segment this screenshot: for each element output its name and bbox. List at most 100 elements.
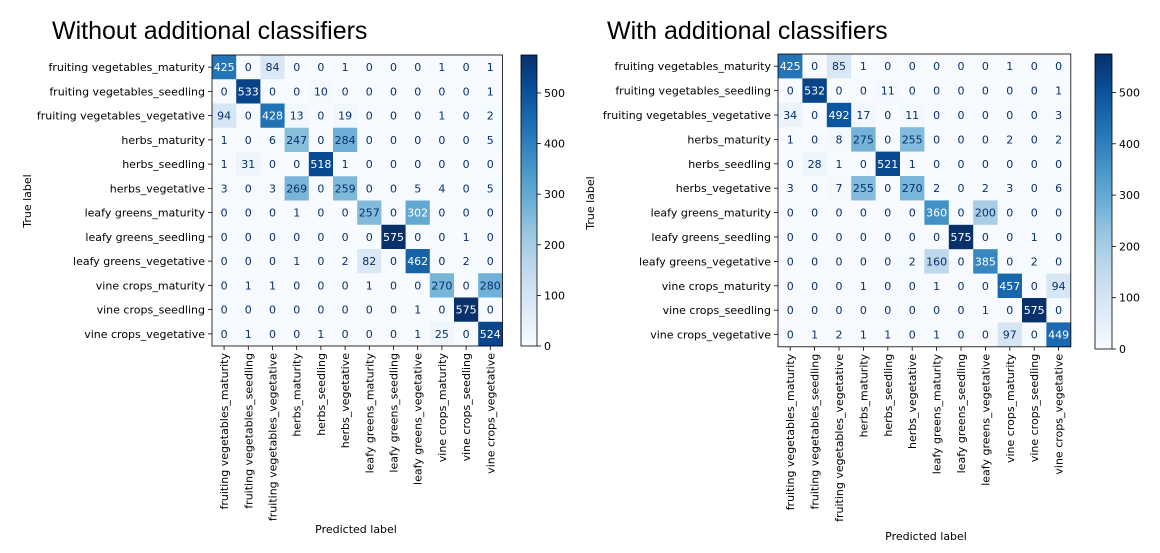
cell-value-label: 0 xyxy=(487,158,494,171)
heatmap-cell xyxy=(875,249,901,274)
y-tick-label: leafy greens_vegetative xyxy=(73,255,205,268)
cell-value-label: 1 xyxy=(221,158,228,171)
heatmap-cell xyxy=(900,176,925,201)
cell-value-label: 524 xyxy=(480,328,501,341)
cell-value-label: 2 xyxy=(836,329,843,342)
cell-value-label: 0 xyxy=(787,329,794,342)
cell-value-label: 0 xyxy=(933,158,940,171)
heatmap-cell xyxy=(308,249,334,274)
heatmap-cell xyxy=(381,127,406,153)
cell-value-label: 518 xyxy=(310,158,331,171)
cell-value-label: 0 xyxy=(1031,158,1038,171)
heatmap-cell xyxy=(851,151,876,177)
cell-value-label: 0 xyxy=(1031,133,1038,146)
x-tick-label: vine crops_vegetative xyxy=(484,353,497,474)
cell-value-label: 0 xyxy=(414,231,421,244)
heatmap-cell xyxy=(778,224,803,250)
y-tick-label: vine crops_maturity xyxy=(662,280,772,293)
cell-value-label: 2 xyxy=(487,110,494,123)
heatmap-cell xyxy=(260,200,285,226)
heatmap-cell xyxy=(429,55,455,80)
heatmap-cell xyxy=(381,152,406,177)
cell-value-label: 6 xyxy=(1055,182,1062,195)
cell-value-label: 0 xyxy=(958,85,965,98)
colorbar xyxy=(1094,53,1113,350)
cell-value-label: 0 xyxy=(317,255,324,268)
cell-value-label: 0 xyxy=(293,304,300,317)
heatmap-cell xyxy=(381,200,406,226)
cell-value-label: 0 xyxy=(909,207,916,220)
cell-value-label: 1 xyxy=(860,280,867,293)
heatmap-cell xyxy=(429,127,455,153)
heatmap-cell xyxy=(1022,102,1047,128)
cell-value-label: 0 xyxy=(317,207,324,220)
colorbar-tick-label: 400 xyxy=(544,138,565,151)
cell-value-label: 2 xyxy=(1055,133,1062,146)
heatmap-cell xyxy=(333,55,358,80)
heatmap-cell xyxy=(1046,176,1072,201)
heatmap-cell xyxy=(826,224,852,250)
cell-value-label: 0 xyxy=(1055,158,1062,171)
cell-value-label: 31 xyxy=(241,158,255,171)
cell-value-label: 0 xyxy=(860,207,867,220)
cell-value-label: 0 xyxy=(463,279,470,292)
heatmap-cell xyxy=(997,102,1023,128)
cell-value-label: 2 xyxy=(982,182,989,195)
heatmap-cell xyxy=(381,321,406,347)
colorbar-tick-label: 200 xyxy=(1119,240,1140,253)
heatmap-cell xyxy=(333,249,358,274)
heatmap-cell xyxy=(478,200,503,226)
x-tick-label: vine crops_maturity xyxy=(436,353,449,463)
cell-value-label: 360 xyxy=(926,207,947,220)
cell-value-label: 0 xyxy=(933,60,940,73)
cell-value-label: 10 xyxy=(314,85,328,98)
cell-value-label: 0 xyxy=(414,158,421,171)
cell-value-label: 270 xyxy=(902,182,923,195)
heatmap-cell xyxy=(333,176,358,201)
cell-value-label: 0 xyxy=(342,279,349,292)
heatmap-cell xyxy=(875,54,901,79)
heatmap-cell xyxy=(405,103,431,129)
cell-value-label: 0 xyxy=(836,85,843,98)
cell-value-label: 85 xyxy=(832,60,846,73)
heatmap-cell xyxy=(236,127,261,153)
y-tick-label: herbs_maturity xyxy=(121,134,205,147)
cell-value-label: 521 xyxy=(877,158,898,171)
cell-value-label: 82 xyxy=(362,255,376,268)
heatmap-cell xyxy=(973,78,998,104)
heatmap-cell xyxy=(381,273,406,298)
x-tick-label: leafy greens_vegetative xyxy=(412,353,425,485)
cell-value-label: 1 xyxy=(293,207,300,220)
cell-value-label: 0 xyxy=(317,134,324,147)
y-tick-label: fruiting vegetables_seedling xyxy=(49,85,205,98)
heatmap-cell xyxy=(826,249,852,274)
cell-value-label: 2 xyxy=(342,255,349,268)
x-tick-label: fruiting vegetables_seedling xyxy=(242,353,255,509)
heatmap-cell xyxy=(1046,273,1072,299)
heatmap-cell xyxy=(454,55,479,80)
heatmap-cell xyxy=(357,200,382,226)
heatmap-cell xyxy=(381,55,406,80)
cell-value-label: 0 xyxy=(463,207,470,220)
heatmap-cell xyxy=(1046,249,1072,274)
heatmap-cell xyxy=(212,249,237,274)
heatmap-cell xyxy=(260,127,285,153)
heatmap-cell xyxy=(778,54,803,79)
heatmap-cell xyxy=(236,152,261,177)
cell-value-label: 7 xyxy=(836,182,843,195)
heatmap-cell xyxy=(851,322,876,348)
cell-value-label: 0 xyxy=(860,85,867,98)
heatmap-cell xyxy=(357,127,382,153)
heatmap-cell xyxy=(826,127,852,152)
heatmap-cell xyxy=(212,273,237,298)
cell-value-label: 2 xyxy=(1031,255,1038,268)
heatmap-cell xyxy=(284,224,310,250)
colorbar-tick-label: 200 xyxy=(544,239,565,252)
cell-value-label: 0 xyxy=(487,207,494,220)
heatmap-cell xyxy=(333,103,358,129)
heatmap-cell xyxy=(778,176,803,201)
heatmap-cell xyxy=(948,322,974,348)
heatmap-cell xyxy=(308,103,334,129)
heatmap-cell xyxy=(381,224,406,250)
x-axis-label-left: Predicted label xyxy=(315,523,397,536)
